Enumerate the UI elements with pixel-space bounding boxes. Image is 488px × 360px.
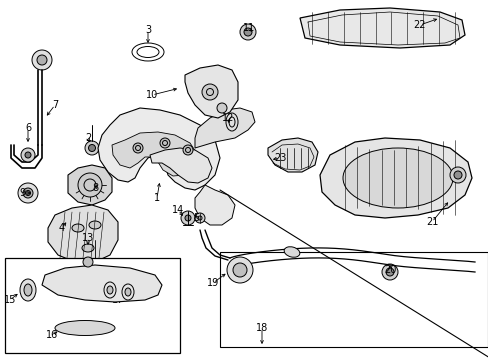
Text: 20: 20 — [383, 265, 395, 275]
Text: 9: 9 — [19, 188, 25, 198]
Circle shape — [78, 173, 102, 197]
Text: 3: 3 — [144, 25, 151, 35]
Circle shape — [88, 144, 95, 152]
Text: 5: 5 — [192, 213, 199, 223]
Ellipse shape — [82, 244, 94, 252]
Circle shape — [21, 148, 35, 162]
Ellipse shape — [342, 148, 452, 208]
Circle shape — [195, 213, 204, 223]
Circle shape — [240, 24, 256, 40]
Polygon shape — [267, 138, 317, 172]
Circle shape — [133, 143, 142, 153]
Polygon shape — [150, 148, 212, 183]
Circle shape — [32, 50, 52, 70]
Polygon shape — [42, 265, 162, 302]
Ellipse shape — [89, 221, 101, 229]
Text: 6: 6 — [25, 123, 31, 133]
Text: 15: 15 — [4, 295, 16, 305]
Circle shape — [183, 145, 193, 155]
Polygon shape — [195, 185, 235, 225]
Ellipse shape — [72, 224, 84, 232]
Text: 14: 14 — [171, 205, 184, 215]
Polygon shape — [319, 138, 471, 218]
Circle shape — [385, 268, 393, 276]
Circle shape — [23, 188, 33, 198]
Text: 18: 18 — [255, 323, 267, 333]
Circle shape — [25, 152, 31, 158]
Ellipse shape — [107, 286, 113, 294]
Circle shape — [449, 167, 465, 183]
Text: 1: 1 — [154, 193, 160, 203]
Circle shape — [18, 183, 38, 203]
Text: 8: 8 — [92, 183, 98, 193]
Circle shape — [25, 190, 30, 195]
Text: 4: 4 — [59, 223, 65, 233]
Circle shape — [181, 211, 195, 225]
Circle shape — [381, 264, 397, 280]
Text: 16: 16 — [46, 330, 58, 340]
Ellipse shape — [125, 288, 131, 296]
Ellipse shape — [20, 279, 36, 301]
Text: 11: 11 — [243, 23, 255, 33]
Circle shape — [226, 257, 252, 283]
Circle shape — [85, 141, 99, 155]
Text: 23: 23 — [273, 153, 285, 163]
Polygon shape — [112, 132, 198, 176]
Polygon shape — [184, 65, 238, 118]
Ellipse shape — [24, 284, 32, 296]
Circle shape — [244, 28, 251, 36]
Circle shape — [37, 55, 47, 65]
Polygon shape — [68, 165, 112, 205]
Polygon shape — [195, 108, 254, 148]
Circle shape — [160, 138, 170, 148]
Text: 13: 13 — [81, 233, 94, 243]
Polygon shape — [299, 8, 464, 48]
Text: 17: 17 — [112, 295, 124, 305]
Text: 22: 22 — [413, 20, 426, 30]
Polygon shape — [98, 108, 220, 190]
Text: 2: 2 — [85, 133, 91, 143]
Text: 7: 7 — [52, 100, 58, 110]
Circle shape — [217, 103, 226, 113]
Text: 21: 21 — [425, 217, 437, 227]
Ellipse shape — [55, 320, 115, 336]
Circle shape — [453, 171, 461, 179]
Circle shape — [83, 257, 93, 267]
Polygon shape — [48, 205, 118, 262]
Ellipse shape — [284, 247, 299, 257]
Bar — [5, 258, 180, 353]
Bar — [220, 252, 487, 347]
Circle shape — [232, 263, 246, 277]
Text: 12: 12 — [222, 113, 234, 123]
Text: 19: 19 — [206, 278, 219, 288]
Circle shape — [184, 215, 191, 221]
Text: 10: 10 — [145, 90, 158, 100]
Circle shape — [202, 84, 218, 100]
